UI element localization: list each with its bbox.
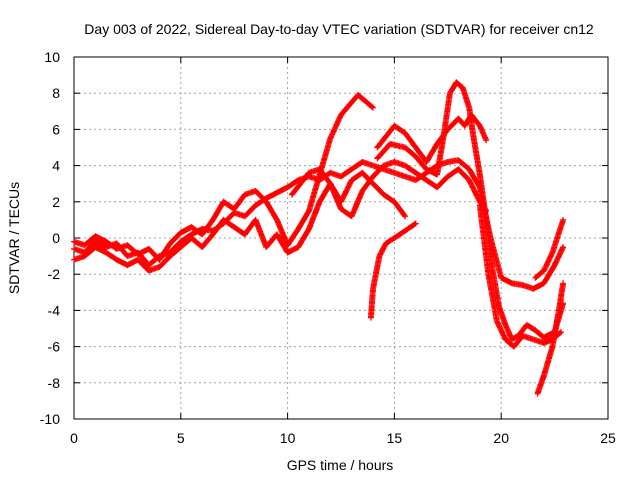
x-tick-label: 10: [280, 430, 296, 446]
series-markers: [534, 280, 567, 397]
series-arc-7: [476, 202, 564, 350]
series-arc-3: [71, 92, 376, 263]
series-arc-8: [367, 220, 419, 321]
data-points: [71, 79, 567, 397]
series-arc-2: [71, 169, 409, 274]
series-markers: [288, 159, 490, 220]
y-tick-label: 4: [52, 158, 60, 174]
y-axis: -10 -8 -6 -4 -2 0 2 4 6 8 10: [40, 49, 608, 427]
x-axis-title: GPS time / hours: [287, 457, 394, 473]
series-markers: [367, 220, 419, 321]
series-arc-9: [534, 280, 567, 397]
y-tick-label: 0: [52, 230, 60, 246]
y-tick-label: 10: [44, 49, 60, 65]
series-markers: [71, 92, 376, 263]
chart-title: Day 003 of 2022, Sidereal Day-to-day VTE…: [84, 21, 594, 37]
x-tick-label: 20: [493, 430, 509, 446]
y-tick-label: 6: [52, 121, 60, 137]
y-tick-label: -6: [48, 339, 61, 355]
y-tick-label: -8: [48, 375, 61, 391]
series-arc-6: [374, 79, 567, 343]
series-arc-10: [532, 216, 567, 281]
series-markers: [71, 169, 409, 274]
x-tick-label: 15: [387, 430, 403, 446]
series-markers: [476, 202, 564, 350]
grid: [74, 57, 608, 419]
x-tick-label: 25: [600, 430, 616, 446]
y-axis-title: SDTVAR / TECUs: [6, 182, 22, 294]
series-arc-5: [374, 111, 490, 165]
y-tick-label: 8: [52, 85, 60, 101]
x-tick-label: 5: [177, 430, 185, 446]
series-arc-4: [288, 159, 490, 220]
series-markers: [374, 111, 490, 165]
y-tick-label: -4: [48, 302, 61, 318]
series-markers: [532, 216, 567, 281]
y-tick-label: -2: [48, 266, 61, 282]
x-tick-label: 0: [70, 430, 78, 446]
y-tick-label: 2: [52, 194, 60, 210]
series-markers: [374, 79, 567, 343]
y-tick-label: -10: [40, 411, 60, 427]
plot-frame: [73, 56, 609, 420]
